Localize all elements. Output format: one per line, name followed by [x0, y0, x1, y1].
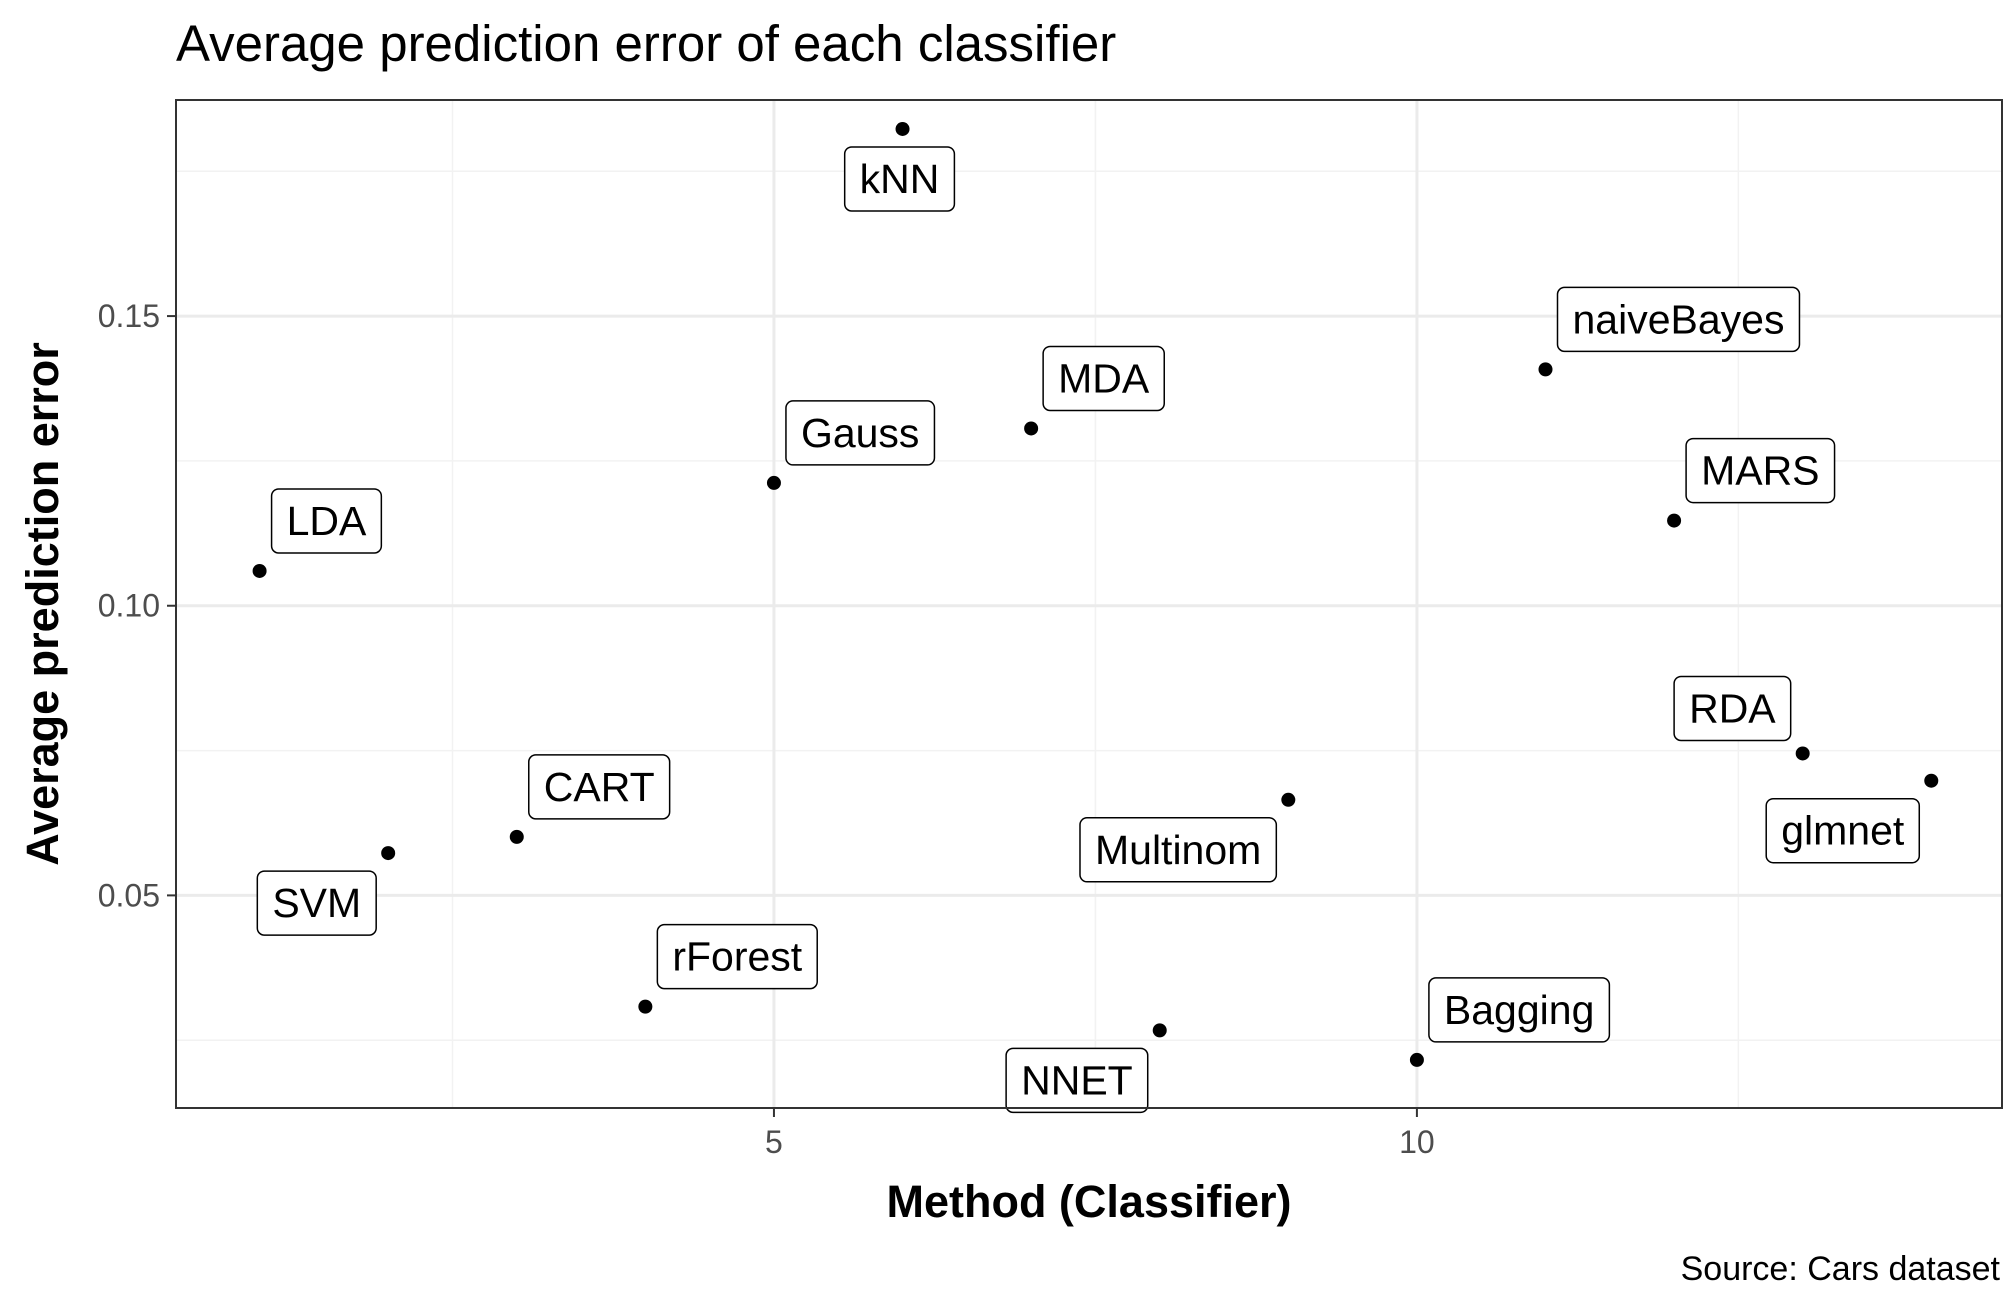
label-box: [1042, 345, 1165, 412]
y-tick-label: 0.10: [98, 588, 160, 624]
point-label: RDA: [1673, 675, 1792, 742]
data-point: [381, 846, 396, 861]
label-text: CART: [544, 764, 655, 810]
label-box: [1685, 437, 1836, 504]
point-label: rForest: [656, 923, 818, 990]
axis-ticks: 5 10 0.05 0.10 0.15: [98, 298, 1435, 1160]
label-text: Bagging: [1444, 987, 1594, 1033]
label-text: RDA: [1689, 685, 1776, 731]
data-point: [1795, 746, 1810, 761]
point-label: Multinom: [1079, 817, 1278, 883]
data-point: [509, 829, 524, 844]
label-text: NNET: [1021, 1057, 1133, 1103]
label-box: [270, 488, 383, 554]
x-axis-title: Method (Classifier): [886, 1176, 1291, 1227]
data-point: [1538, 362, 1553, 377]
label-box: [528, 754, 671, 820]
label-text: rForest: [672, 934, 802, 980]
label-box: [1556, 286, 1801, 353]
data-point: [1152, 1023, 1167, 1038]
point-label: CART: [528, 754, 671, 820]
point-label: LDA: [270, 488, 383, 554]
point-label: MARS: [1685, 437, 1836, 504]
data-point: [766, 475, 781, 490]
data-point: [638, 999, 653, 1014]
point-label: SVM: [256, 870, 377, 936]
label-text: naiveBayes: [1573, 296, 1785, 342]
label-text: SVM: [272, 880, 361, 926]
data-point: [1281, 792, 1296, 807]
label-box: [1005, 1047, 1149, 1114]
point-labels: LDA SVM CART rForest Gauss kNN MDA NNET Multinom…: [256, 146, 1921, 1114]
point-label: NNET: [1005, 1047, 1149, 1114]
data-point: [1024, 421, 1039, 436]
point-label: Bagging: [1428, 977, 1611, 1043]
plot-border: [175, 99, 2003, 1109]
chart-caption: Source: Cars dataset: [1681, 1250, 2001, 1288]
data-point: [1667, 513, 1682, 528]
data-point: [252, 563, 267, 578]
label-text: Multinom: [1095, 827, 1261, 873]
label-text: Gauss: [801, 410, 920, 456]
point-label: kNN: [843, 146, 956, 212]
data-point: [1924, 773, 1939, 788]
chart-title: Average prediction error of each classif…: [176, 15, 1116, 72]
y-tick-label: 0.15: [98, 298, 160, 334]
label-text: MDA: [1058, 355, 1150, 401]
point-label: MDA: [1042, 345, 1165, 412]
label-box: [656, 923, 818, 990]
data-points: [252, 121, 1939, 1067]
label-box: [785, 400, 936, 466]
point-label: Gauss: [785, 400, 936, 466]
label-box: [1673, 675, 1792, 742]
data-point: [895, 121, 910, 136]
data-point: [1409, 1052, 1424, 1067]
label-text: kNN: [860, 156, 940, 202]
label-text: MARS: [1701, 448, 1819, 494]
plot-panel: [176, 100, 2002, 1108]
x-tick-label: 10: [1399, 1124, 1435, 1160]
label-box: [1765, 797, 1921, 864]
y-axis-title: Average prediction error: [17, 342, 68, 866]
label-text: LDA: [287, 498, 367, 544]
x-tick-label: 5: [765, 1124, 783, 1160]
label-box: [1428, 977, 1611, 1043]
point-label: naiveBayes: [1556, 286, 1801, 353]
point-label: glmnet: [1765, 797, 1921, 864]
label-box: [843, 146, 956, 212]
label-box: [256, 870, 377, 936]
label-text: glmnet: [1781, 808, 1905, 854]
label-box: [1079, 817, 1278, 883]
y-tick-label: 0.05: [98, 877, 160, 913]
